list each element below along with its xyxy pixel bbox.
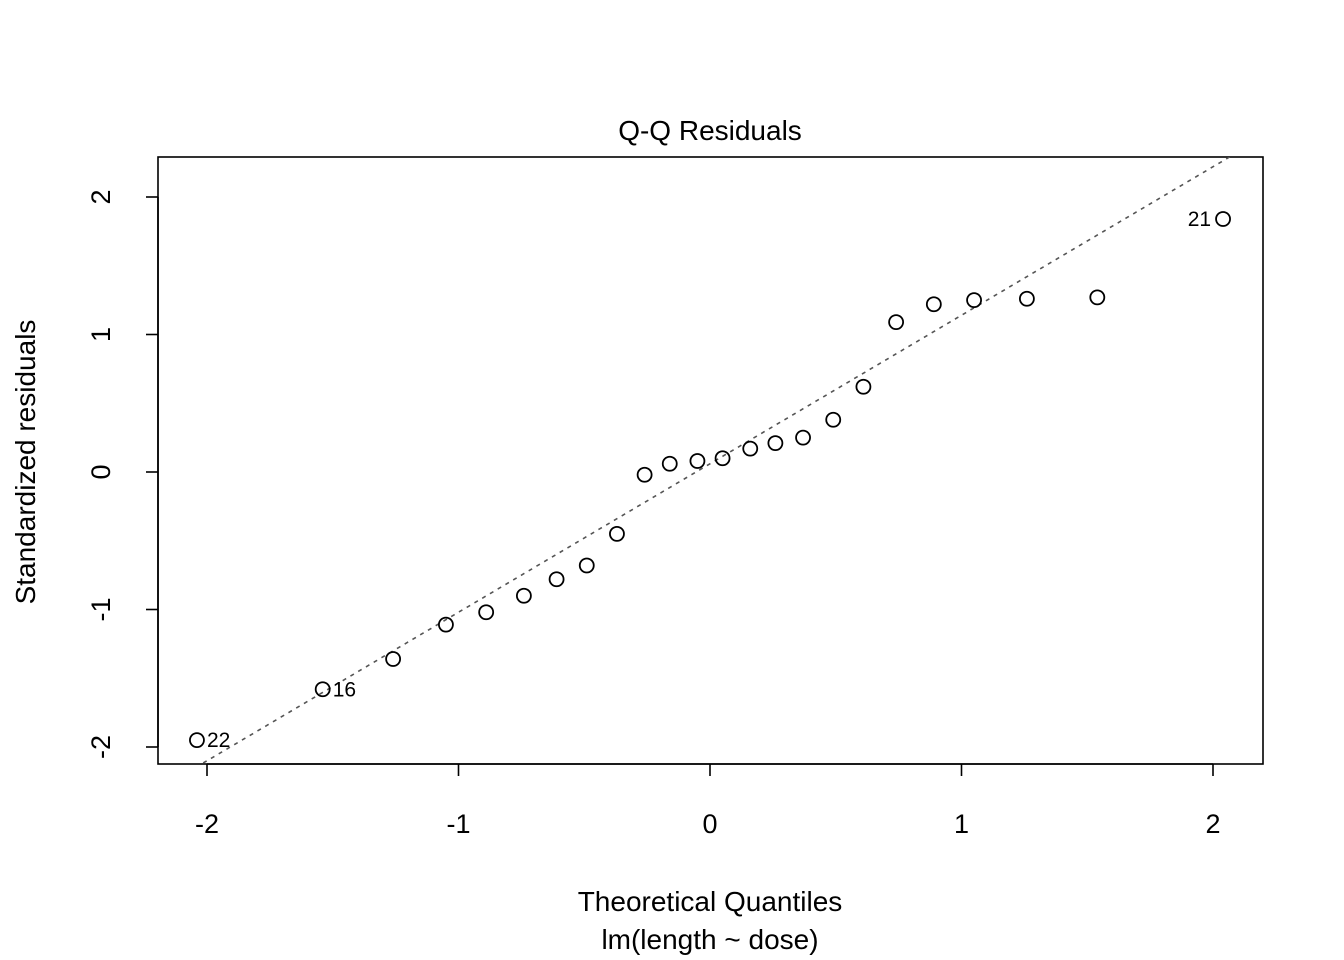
x-tick-label: -1 [446,809,470,839]
y-tick-label: 0 [86,464,116,479]
data-point [966,292,982,309]
plot-frame [157,156,1264,765]
data-point [385,651,402,667]
data-point [609,525,625,542]
data-point [578,557,595,574]
x-tick-label: 1 [954,809,969,839]
data-point [189,732,205,749]
x-axis-label: Theoretical Quantiles [578,886,843,917]
y-tick-label: 2 [86,189,116,204]
data-point [689,453,706,469]
point-label: 16 [333,678,356,701]
data-point [1018,290,1035,307]
data-point [314,681,331,698]
chart-title: Q-Q Residuals [618,115,802,146]
data-point [795,429,811,446]
data-point [438,616,454,633]
data-points-group: 22 16 21 [189,208,1231,752]
data-point [515,587,532,604]
data-point [636,466,653,483]
data-point [1215,211,1231,227]
y-axis: -2 -1 0 1 2 [86,189,159,759]
x-axis-sublabel: lm(length ~ dose) [601,924,818,955]
y-tick-label: -2 [86,735,116,759]
data-point [767,435,784,452]
x-axis: -2 -1 0 1 2 [195,763,1221,839]
x-tick-label: 0 [702,809,717,839]
reference-line-group [199,157,1232,764]
data-point [661,455,678,472]
data-point [855,378,872,395]
data-point [888,314,905,331]
data-point [478,604,495,621]
data-point [742,440,759,457]
data-point [1089,289,1106,306]
data-point [714,450,731,467]
data-point [925,296,942,313]
point-label: 22 [207,729,230,752]
y-tick-label: 1 [86,327,116,342]
data-point [825,411,842,428]
data-point [548,571,565,588]
qq-reference-line [199,157,1232,764]
point-label: 21 [1188,208,1211,231]
x-tick-label: 2 [1205,809,1220,839]
y-axis-label: Standardized residuals [10,320,41,605]
x-tick-label: -2 [195,809,219,839]
y-tick-label: -1 [86,597,116,621]
